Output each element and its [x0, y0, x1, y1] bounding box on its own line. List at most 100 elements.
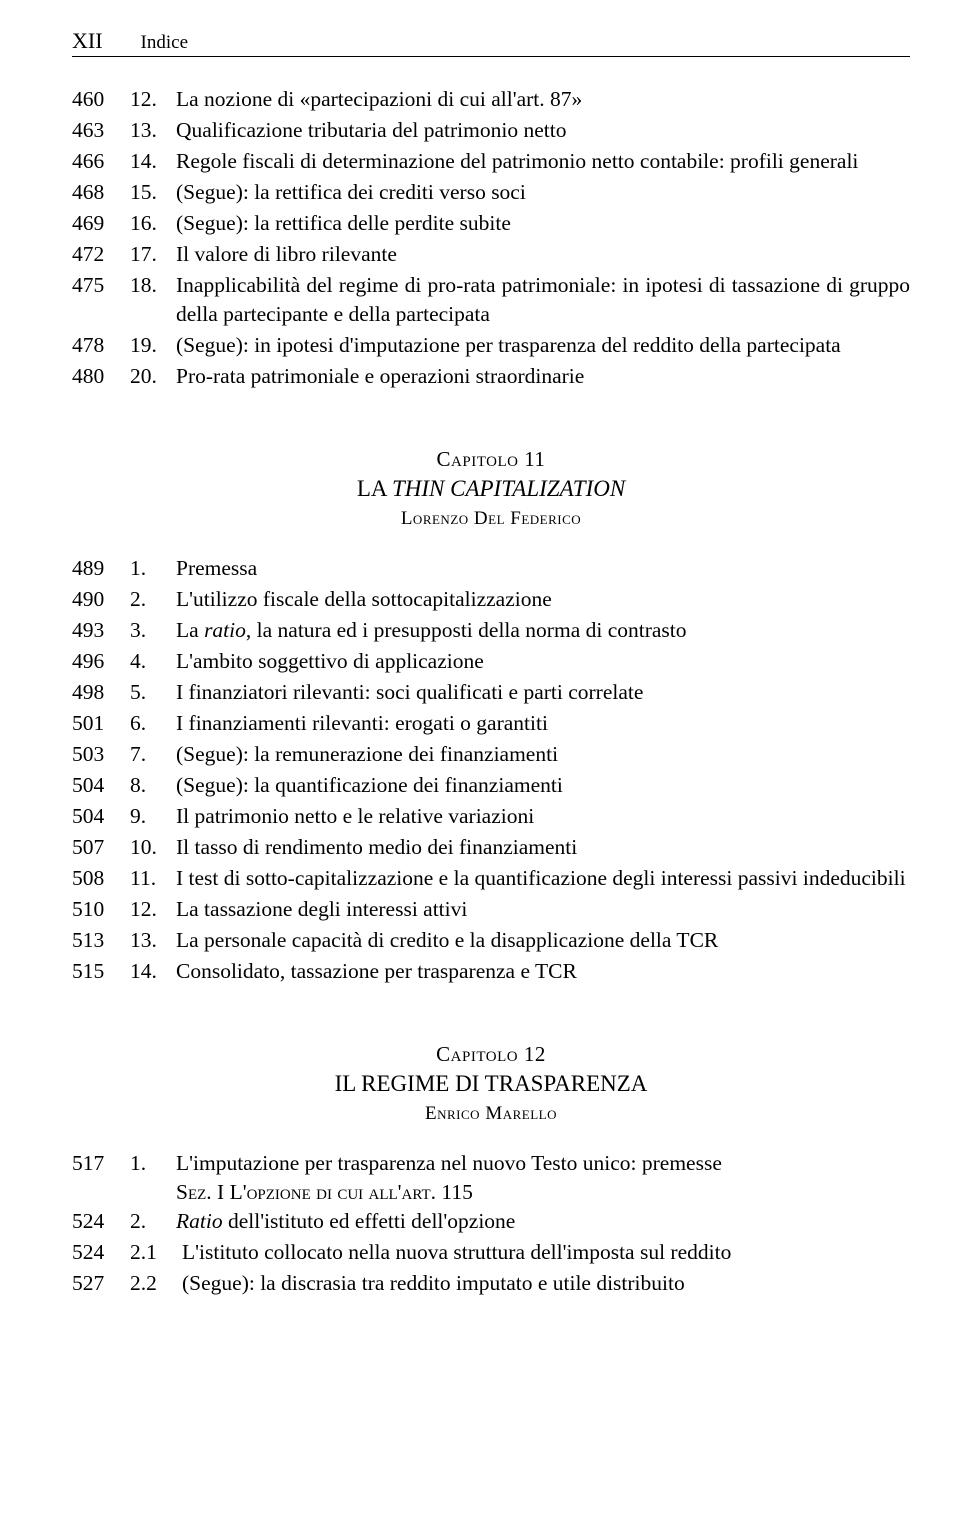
toc-page: 501: [72, 709, 130, 738]
toc-text: Pro-rata patrimoniale e operazioni strao…: [176, 362, 910, 391]
chapter-label: Capitolo: [437, 447, 519, 471]
toc-row: 513 13. La personale capacità di credito…: [72, 926, 910, 955]
toc-text-post: , la natura ed i presupposti della norma…: [246, 618, 687, 642]
toc-text: Consolidato, tassazione per trasparenza …: [176, 957, 910, 986]
toc-page: 524: [72, 1238, 130, 1267]
toc-num: 5.: [130, 678, 176, 707]
toc-row: 489 1. Premessa: [72, 554, 910, 583]
toc-text: I finanziatori rilevanti: soci qualifica…: [176, 678, 910, 707]
toc-row: 501 6. I finanziamenti rilevanti: erogat…: [72, 709, 910, 738]
toc-page: 475: [72, 271, 130, 300]
toc-row: 480 20. Pro-rata patrimoniale e operazio…: [72, 362, 910, 391]
toc-text: La nozione di «partecipazioni di cui all…: [176, 85, 910, 114]
toc-num: 16.: [130, 209, 176, 238]
toc-num: 12.: [130, 895, 176, 924]
toc-row: 507 10. Il tasso di rendimento medio dei…: [72, 833, 910, 862]
toc-num: 14.: [130, 147, 176, 176]
toc-page: 508: [72, 864, 130, 893]
chapter-heading: Capitolo 12 IL REGIME DI TRASPARENZA Enr…: [72, 1042, 910, 1125]
toc-text: Ratio dell'istituto ed effetti dell'opzi…: [176, 1207, 910, 1236]
toc-num: 2.2: [130, 1269, 182, 1298]
toc-num: 10.: [130, 833, 176, 862]
toc-num: 12.: [130, 85, 176, 114]
chapter-title-pre: LA: [357, 476, 392, 501]
toc-row: 469 16. (Segue): la rettifica delle perd…: [72, 209, 910, 238]
toc-text: I finanziamenti rilevanti: erogati o gar…: [176, 709, 910, 738]
toc-text: (Segue): la rettifica delle perdite subi…: [176, 209, 910, 238]
toc-text-italic: ratio: [204, 618, 246, 642]
toc-text-post: dell'istituto ed effetti dell'opzione: [223, 1209, 516, 1233]
section-number: 115: [441, 1180, 472, 1204]
toc-page: 524: [72, 1207, 130, 1236]
toc-page: 468: [72, 178, 130, 207]
toc-row: 496 4. L'ambito soggettivo di applicazio…: [72, 647, 910, 676]
toc-row: 490 2. L'utilizzo fiscale della sottocap…: [72, 585, 910, 614]
toc-row: 498 5. I finanziatori rilevanti: soci qu…: [72, 678, 910, 707]
toc-page: 503: [72, 740, 130, 769]
toc-page: 460: [72, 85, 130, 114]
toc-page: 515: [72, 957, 130, 986]
toc-text: (Segue): la rettifica dei crediti verso …: [176, 178, 910, 207]
chapter-overline: Capitolo 12: [72, 1042, 910, 1067]
toc-text: Qualificazione tributaria del patrimonio…: [176, 116, 910, 145]
toc-num: 8.: [130, 771, 176, 800]
chapter-number: 11: [524, 447, 545, 471]
toc-page: 527: [72, 1269, 130, 1298]
toc-num: 17.: [130, 240, 176, 269]
toc-num: 6.: [130, 709, 176, 738]
toc-row: 463 13. Qualificazione tributaria del pa…: [72, 116, 910, 145]
toc-num: 15.: [130, 178, 176, 207]
section-prefix: Sez. I L': [176, 1180, 247, 1204]
toc-text: L'imputazione per trasparenza nel nuovo …: [176, 1149, 910, 1178]
chapter-overline: Capitolo 11: [72, 447, 910, 472]
toc-num: 18.: [130, 271, 176, 300]
toc-text: Regole fiscali di determinazione del pat…: [176, 147, 910, 176]
toc-page: 510: [72, 895, 130, 924]
toc-text: Il tasso di rendimento medio dei finanzi…: [176, 833, 910, 862]
toc-page: 469: [72, 209, 130, 238]
toc-page: 478: [72, 331, 130, 360]
toc-page: 513: [72, 926, 130, 955]
section-smallcaps: opzione di cui all'art.: [247, 1180, 442, 1204]
chapter-author: Lorenzo Del Federico: [72, 508, 910, 530]
chapter-number: 12: [524, 1042, 546, 1066]
toc-text-pre: La: [176, 618, 204, 642]
toc-num: 2.: [130, 1207, 176, 1236]
toc-text: L'istituto collocato nella nuova struttu…: [182, 1238, 910, 1267]
toc-page: 498: [72, 678, 130, 707]
toc-row: 478 19. (Segue): in ipotesi d'imputazion…: [72, 331, 910, 360]
toc-text: La ratio, la natura ed i presupposti del…: [176, 616, 910, 645]
toc-num: 1.: [130, 1149, 176, 1178]
toc-row: 472 17. Il valore di libro rilevante: [72, 240, 910, 269]
chapter-author: Enrico Marello: [72, 1103, 910, 1125]
toc-page: 517: [72, 1149, 130, 1178]
toc-text: L'utilizzo fiscale della sottocapitalizz…: [176, 585, 910, 614]
toc-page: 489: [72, 554, 130, 583]
toc-num: 11.: [130, 864, 176, 893]
toc-text: (Segue): la remunerazione dei finanziame…: [176, 740, 910, 769]
toc-num: 2.: [130, 585, 176, 614]
toc-page: 466: [72, 147, 130, 176]
toc-num: 19.: [130, 331, 176, 360]
toc-page: 490: [72, 585, 130, 614]
toc-text: Il valore di libro rilevante: [176, 240, 910, 269]
toc-row: 508 11. I test di sotto-capitalizzazione…: [72, 864, 910, 893]
toc-page: 507: [72, 833, 130, 862]
chapter-label: Capitolo: [436, 1042, 518, 1066]
toc-row: 527 2.2 (Segue): la discrasia tra reddit…: [72, 1269, 910, 1298]
toc-num: 9.: [130, 802, 176, 831]
toc-num: 14.: [130, 957, 176, 986]
running-head-title: Indice: [141, 32, 188, 54]
page-number: XII: [72, 28, 103, 54]
toc-text: I test di sotto-capitalizzazione e la qu…: [176, 864, 910, 893]
toc-row: 504 8. (Segue): la quantificazione dei f…: [72, 771, 910, 800]
toc-text: (Segue): la discrasia tra reddito imputa…: [182, 1269, 910, 1298]
toc-num: 4.: [130, 647, 176, 676]
toc-page: 504: [72, 771, 130, 800]
page: XII Indice 460 12. La nozione di «partec…: [0, 0, 960, 1360]
toc-num: 1.: [130, 554, 176, 583]
toc-num: 20.: [130, 362, 176, 391]
toc-text-italic: Ratio: [176, 1209, 223, 1233]
toc-text: La tassazione degli interessi attivi: [176, 895, 910, 924]
toc-text: L'ambito soggettivo di applicazione: [176, 647, 910, 676]
